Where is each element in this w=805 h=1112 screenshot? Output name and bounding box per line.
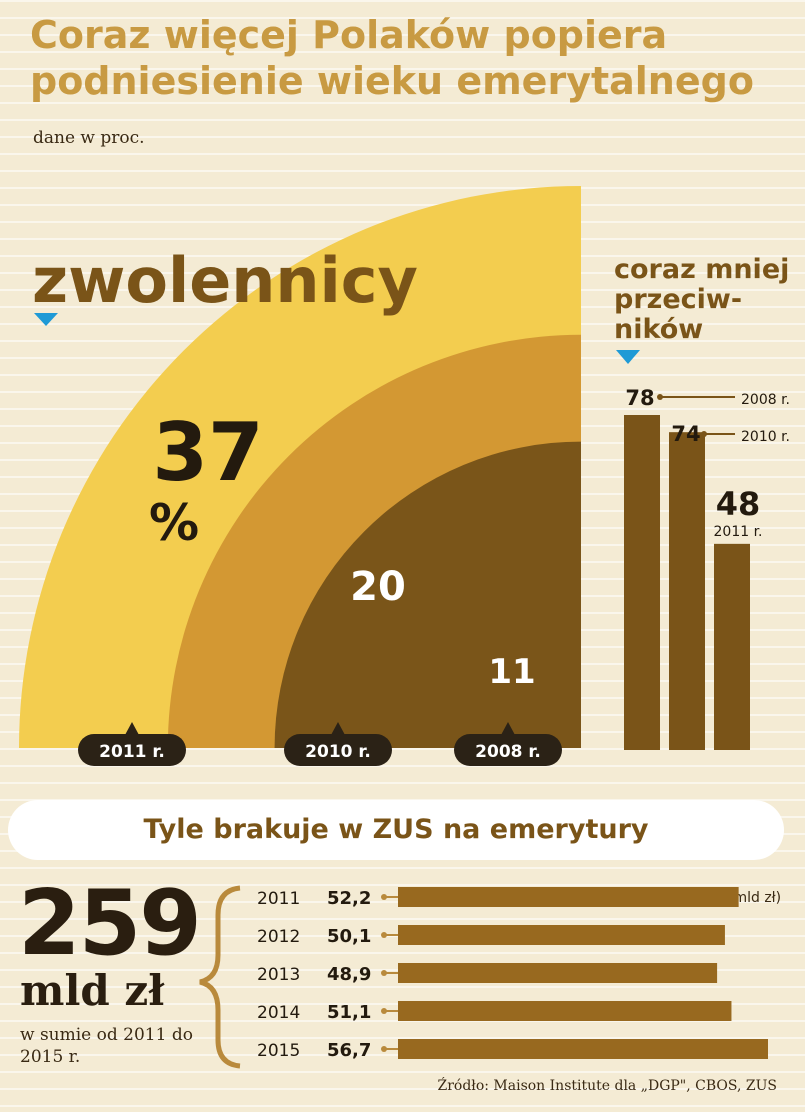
- zus-year-1: 2012: [257, 927, 300, 947]
- opponents-leader-dot-2010: [701, 431, 707, 437]
- year-bubble-label-0: 2011 r.: [99, 742, 165, 762]
- zus-value-3: 51,1: [327, 1002, 371, 1023]
- zus-value-2: 48,9: [327, 964, 371, 985]
- year-bubble-2: 2008 r.: [454, 722, 562, 766]
- zus-year-2: 2013: [257, 965, 300, 985]
- curly-brace: [199, 885, 241, 1069]
- year-bubble-1: 2010 r.: [284, 722, 392, 766]
- source-note: Źródło: Maison Institute dla „DGP", CBOS…: [437, 1078, 777, 1094]
- year-bubble-label-1: 2010 r.: [305, 742, 371, 762]
- opponents-pointer-icon: [616, 350, 640, 364]
- opponents-bar-2: [714, 543, 750, 750]
- zus-value-4: 56,7: [327, 1040, 371, 1061]
- opponents-bar-0: [624, 415, 660, 750]
- zus-value-1: 50,1: [327, 926, 371, 947]
- opponents-heading-line-0: coraz mniej: [614, 254, 789, 285]
- zus-value-0: 52,2: [327, 888, 371, 909]
- supporters-value-2010: 20: [350, 564, 406, 610]
- year-bubble-label-2: 2008 r.: [475, 742, 541, 762]
- opponents-year-2010: 2010 r.: [741, 429, 790, 445]
- opponents-year-2011: 2011 r.: [714, 524, 763, 540]
- supporters-pointer-icon: [34, 313, 58, 326]
- opponents-leader-dot-2008: [657, 394, 663, 400]
- supporters-heading: zwolennicy: [32, 244, 418, 317]
- opponents-year-2008: 2008 r.: [741, 392, 790, 408]
- opponents-bar-1: [669, 432, 705, 750]
- subtitle: dane w proc.: [33, 128, 145, 148]
- zus-bar-4: [398, 1039, 768, 1059]
- page-title: Coraz więcej Polaków popiera podniesieni…: [30, 13, 754, 103]
- opponents-value-2008: 78: [625, 386, 654, 410]
- zus-chart: (mld zł) 2011 52,2 2012 50,1 2013 48,9 2014 51,…: [199, 885, 781, 1069]
- zus-band: [8, 800, 784, 860]
- year-bubble-0: 2011 r.: [78, 722, 186, 766]
- zus-bar-2: [398, 963, 718, 983]
- total-note: w sumie od 2011 do 2015 r.: [20, 1025, 193, 1067]
- zus-bar-1: [398, 925, 725, 945]
- unit-note: (mld zł): [728, 890, 781, 906]
- zus-year-3: 2014: [257, 1003, 300, 1023]
- opponents-value-2010: 74: [671, 422, 700, 446]
- supporters-opponents-chart: zwolennicy 37% 20 11 2011 r. 2010 r. 2008 r. c…: [19, 186, 790, 766]
- supporters-value-2011: 37: [152, 406, 263, 499]
- opponents-value-2011: 48: [716, 485, 761, 523]
- supporters-ring-2: [274, 441, 581, 748]
- zus-band-title: Tyle brakuje w ZUS na emerytury: [143, 814, 649, 845]
- zus-year-4: 2015: [257, 1041, 300, 1061]
- opponents-heading-line-2: ników: [614, 314, 703, 345]
- zus-bar-0: [398, 887, 739, 907]
- zus-year-0: 2011: [257, 889, 300, 909]
- total-unit: mld zł: [20, 966, 165, 1015]
- zus-bar-3: [398, 1001, 732, 1021]
- supporters-value-2008: 11: [488, 652, 535, 692]
- opponents-heading-line-1: przeciw-: [614, 284, 742, 315]
- total-value: 259: [18, 871, 202, 976]
- supporters-percent-sign: %: [149, 494, 199, 552]
